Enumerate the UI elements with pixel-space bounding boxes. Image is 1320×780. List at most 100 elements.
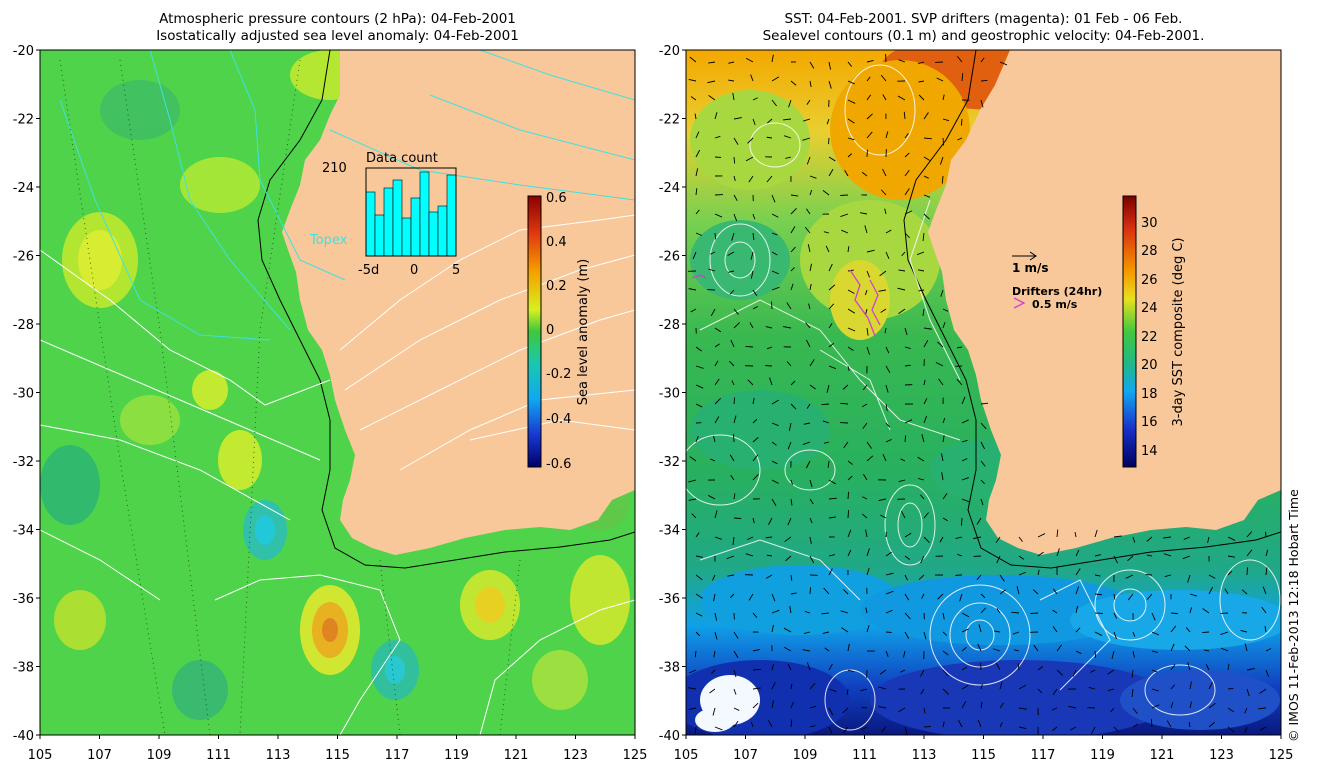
velocity-arrow [840, 610, 849, 614]
velocity-arrow [809, 587, 812, 595]
velocity-arrow [1075, 627, 1081, 633]
velocity-arrow [714, 343, 720, 348]
velocity-arrow [885, 229, 892, 234]
velocity-arrow [942, 721, 945, 728]
velocity-arrow [999, 722, 1003, 728]
sla-tick-1: 0.4 [546, 235, 567, 250]
velocity-arrow [1146, 593, 1153, 601]
velocity-arrow [882, 168, 887, 177]
velocity-arrow [885, 572, 894, 576]
velocity-arrow [1170, 663, 1176, 671]
right-x-tick-label: 119 [1090, 748, 1115, 763]
velocity-arrow [1018, 726, 1027, 729]
velocity-arrow [828, 61, 832, 70]
left-x-tick-label: 121 [504, 748, 529, 763]
velocity-arrow [828, 516, 837, 519]
velocity-arrow [842, 726, 849, 734]
velocity-arrow [768, 517, 773, 525]
velocity-arrow [885, 365, 891, 373]
velocity-arrow [790, 267, 795, 272]
velocity-arrow [885, 251, 890, 260]
velocity-arrow [692, 251, 697, 260]
velocity-arrow [885, 346, 890, 354]
land-western-australia [282, 50, 635, 555]
left-map-panel [40, 50, 635, 735]
velocity-arrow [1131, 669, 1134, 678]
velocity-arrow [878, 498, 887, 501]
velocity-arrow [955, 536, 963, 540]
velocity-arrow [1265, 648, 1272, 652]
velocity-arrow [790, 479, 793, 485]
velocity-arrow [1202, 631, 1210, 634]
velocity-arrow [866, 455, 874, 462]
velocity-arrow [714, 416, 720, 424]
velocity-arrow [917, 478, 925, 481]
velocity-arrow [1265, 549, 1269, 557]
velocity-arrow [1227, 663, 1230, 671]
velocity-arrow [771, 54, 774, 63]
velocity-arrow [752, 454, 759, 462]
velocity-arrow [827, 460, 830, 468]
velocity-arrow [1240, 630, 1248, 633]
velocity-arrow [695, 532, 700, 538]
velocity-arrow [771, 99, 777, 107]
velocity-arrow [1127, 593, 1134, 601]
velocity-arrow [881, 726, 887, 732]
velocity-arrow [847, 153, 853, 158]
velocity-arrow [790, 194, 799, 197]
velocity-arrow [847, 246, 850, 253]
sla-tick-3: 0 [546, 323, 554, 338]
sst-tick-6: 18 [1141, 387, 1158, 402]
velocity-arrow [714, 398, 721, 405]
velocity-arrow [730, 474, 735, 481]
velocity-arrow [847, 289, 855, 294]
velocity-arrow [688, 687, 697, 690]
velocity-arrow [809, 359, 815, 367]
left-title-line1: Atmospheric pressure contours (2 hPa): 0… [159, 11, 516, 27]
right-y-tick-label: -26 [659, 250, 680, 265]
left-y-tick-label: -40 [13, 729, 34, 744]
velocity-arrow [1014, 649, 1020, 652]
velocity-arrow [766, 136, 773, 139]
velocity-arrow [904, 726, 908, 735]
velocity-arrow [942, 650, 949, 656]
velocity-arrow [695, 612, 703, 617]
velocity-arrow [842, 707, 849, 714]
velocity-arrow [897, 95, 906, 101]
velocity-arrow [828, 497, 837, 500]
velocity-arrow [713, 435, 716, 443]
velocity-arrow [1241, 589, 1248, 595]
velocity-arrow [941, 453, 944, 462]
velocity-arrow [783, 627, 792, 633]
velocity-arrow [752, 232, 755, 241]
velocity-arrow [806, 403, 811, 409]
sea-level-contours-white [686, 64, 1281, 731]
velocity-arrow [1094, 554, 1102, 557]
velocity-arrow [1125, 574, 1134, 579]
velocity-arrow [847, 80, 855, 85]
velocity-arrow [750, 74, 754, 82]
velocity-arrow [999, 681, 1003, 690]
velocity-arrow [713, 650, 716, 658]
velocity-arrow [1111, 650, 1115, 659]
velocity-arrow [1018, 536, 1023, 542]
velocity-arrow [1113, 535, 1122, 538]
velocity-arrow [1110, 707, 1115, 713]
velocity-arrow [1032, 589, 1039, 595]
velocity-arrow [766, 554, 773, 557]
velocity-arrow [1220, 631, 1229, 635]
velocity-arrow [1208, 682, 1213, 690]
velocity-arrow [861, 726, 868, 731]
velocity-arrow [923, 631, 927, 640]
velocity-arrow [996, 555, 1001, 564]
velocity-arrow [695, 365, 704, 369]
velocity-arrow [1170, 612, 1178, 615]
velocity-arrow [961, 477, 969, 481]
velocity-arrow [1244, 707, 1248, 714]
velocity-arrow [961, 73, 964, 82]
velocity-arrow [1184, 645, 1191, 652]
velocity-arrow [903, 111, 906, 120]
velocity-arrow [688, 707, 697, 710]
velocity-arrow [866, 131, 873, 139]
velocity-arrow [828, 479, 836, 485]
